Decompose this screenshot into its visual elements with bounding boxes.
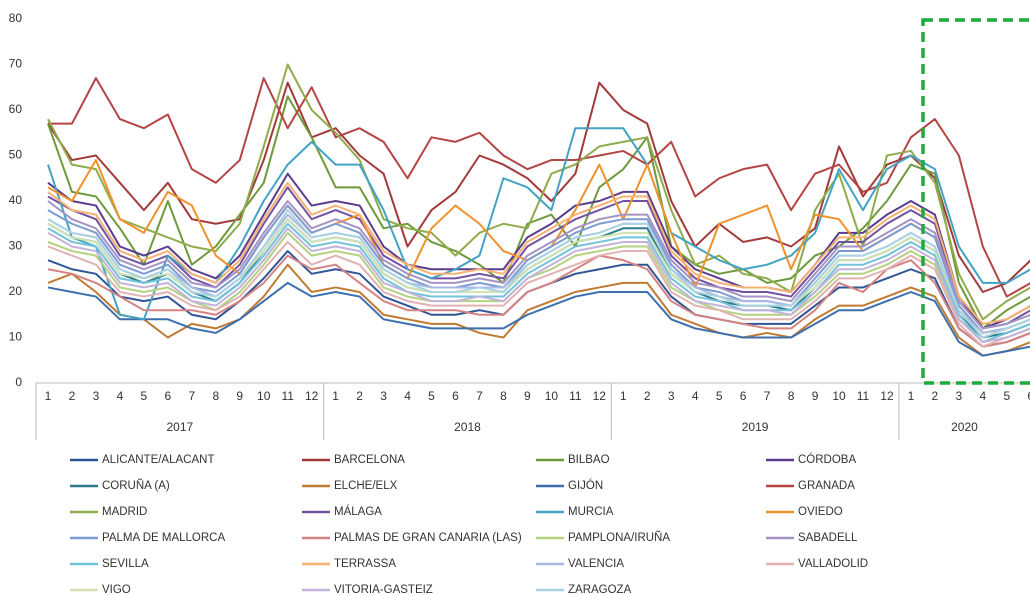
legend-label: BILBAO — [568, 454, 610, 466]
x-tick-label: 12 — [305, 389, 319, 403]
series-line — [47, 254, 1030, 348]
x-tick-label: 6 — [740, 389, 747, 403]
series-line — [47, 240, 1030, 348]
x-tick-label: 10 — [832, 389, 846, 403]
legend-label: MÁLAGA — [334, 505, 382, 518]
x-tick-label: 9 — [812, 389, 819, 403]
legend-label: MURCIA — [568, 506, 614, 518]
y-tick-label: 0 — [15, 375, 22, 389]
y-tick-label: 20 — [9, 284, 23, 298]
legend-label: VIGO — [102, 584, 131, 595]
x-tick-label: 2 — [644, 389, 651, 403]
series-line — [47, 227, 1030, 344]
highlight-box — [921, 18, 1030, 385]
series-line — [47, 200, 1030, 330]
legend-label: CÓRDOBA — [798, 453, 856, 466]
x-tick-label: 11 — [569, 389, 582, 403]
series-line — [47, 204, 1030, 334]
x-tick-label: 6 — [165, 389, 172, 403]
x-tick-label: 8 — [788, 389, 795, 403]
x-tick-label: 2 — [69, 389, 76, 403]
legend-label: OVIEDO — [798, 506, 843, 518]
x-tick-label: 7 — [764, 389, 771, 403]
x-tick-label: 2 — [356, 389, 363, 403]
y-tick-label: 80 — [9, 11, 23, 25]
legend-label: GIJÓN — [568, 479, 603, 492]
x-tick-label: 7 — [188, 389, 195, 403]
x-tick-label: 1 — [332, 389, 339, 403]
x-tick-label: 3 — [380, 389, 387, 403]
legend-label: SEVILLA — [102, 558, 149, 570]
x-tick-label: 9 — [524, 389, 531, 403]
series-line — [47, 209, 1030, 339]
series-line — [47, 127, 1030, 321]
x-tick-label: 5 — [716, 389, 723, 403]
x-tick-label: 11 — [281, 389, 294, 403]
x-tick-label: 10 — [545, 389, 559, 403]
series-line — [47, 222, 1030, 344]
series-line — [47, 263, 1030, 357]
y-tick-label: 60 — [9, 102, 23, 116]
x-tick-label: 4 — [117, 389, 124, 403]
legend-label: PALMA DE MALLORCA — [102, 532, 225, 544]
x-tick-label: 12 — [880, 389, 894, 403]
series-line — [47, 63, 1030, 321]
legend-label: VALENCIA — [568, 558, 624, 570]
group-label: 2020 — [951, 420, 978, 434]
x-tick-label: 3 — [956, 389, 963, 403]
group-label: 2017 — [166, 420, 193, 434]
x-tick-label: 4 — [404, 389, 411, 403]
legend-label: VALLADOLID — [798, 558, 868, 570]
x-tick-label: 5 — [1003, 389, 1010, 403]
legend-label: MADRID — [102, 506, 147, 518]
legend-label: PAMPLONA/IRUÑA — [568, 531, 670, 544]
x-tick-label: 10 — [257, 389, 271, 403]
series-line — [48, 77, 1030, 298]
x-tick-label: 11 — [857, 389, 870, 403]
x-tick-label: 1 — [45, 389, 52, 403]
x-tick-label: 12 — [593, 389, 607, 403]
legend-label: VITORIA-GASTEIZ — [334, 584, 433, 595]
x-tick-label: 9 — [236, 389, 243, 403]
x-tick-label: 7 — [476, 389, 483, 403]
x-tick-label: 4 — [692, 389, 699, 403]
series-line — [47, 181, 1030, 325]
legend-label: CORUÑA (A) — [102, 479, 170, 492]
x-tick-label: 1 — [620, 389, 627, 403]
y-tick-label: 30 — [9, 239, 23, 253]
legend-label: GRANADA — [798, 480, 855, 492]
x-tick-label: 3 — [668, 389, 675, 403]
y-tick-label: 10 — [9, 330, 23, 344]
x-tick-label: 8 — [212, 389, 219, 403]
legend-label: TERRASSA — [334, 558, 396, 570]
legend-label: BARCELONA — [334, 454, 405, 466]
x-tick-label: 1 — [908, 389, 915, 403]
legend-label: PALMAS DE GRAN CANARIA (LAS) — [334, 532, 522, 544]
y-tick-label: 40 — [9, 193, 23, 207]
group-label: 2019 — [742, 420, 769, 434]
x-tick-label: 8 — [500, 389, 507, 403]
y-tick-label: 50 — [9, 148, 23, 162]
legend-label: SABADELL — [798, 532, 858, 544]
series-line — [47, 281, 1030, 357]
legend-label: ZARAGOZA — [568, 584, 632, 595]
legend-label: ALICANTE/ALACANT — [102, 454, 214, 466]
x-tick-label: 5 — [428, 389, 435, 403]
y-tick-label: 70 — [9, 57, 23, 71]
group-label: 2018 — [454, 420, 481, 434]
x-tick-label: 3 — [93, 389, 100, 403]
x-tick-label: 5 — [141, 389, 148, 403]
x-tick-label: 6 — [1027, 389, 1030, 403]
x-tick-label: 4 — [979, 389, 986, 403]
series-line — [47, 81, 1030, 293]
legend-label: ELCHE/ELX — [334, 480, 398, 492]
x-tick-label: 2 — [932, 389, 939, 403]
x-tick-label: 6 — [452, 389, 459, 403]
